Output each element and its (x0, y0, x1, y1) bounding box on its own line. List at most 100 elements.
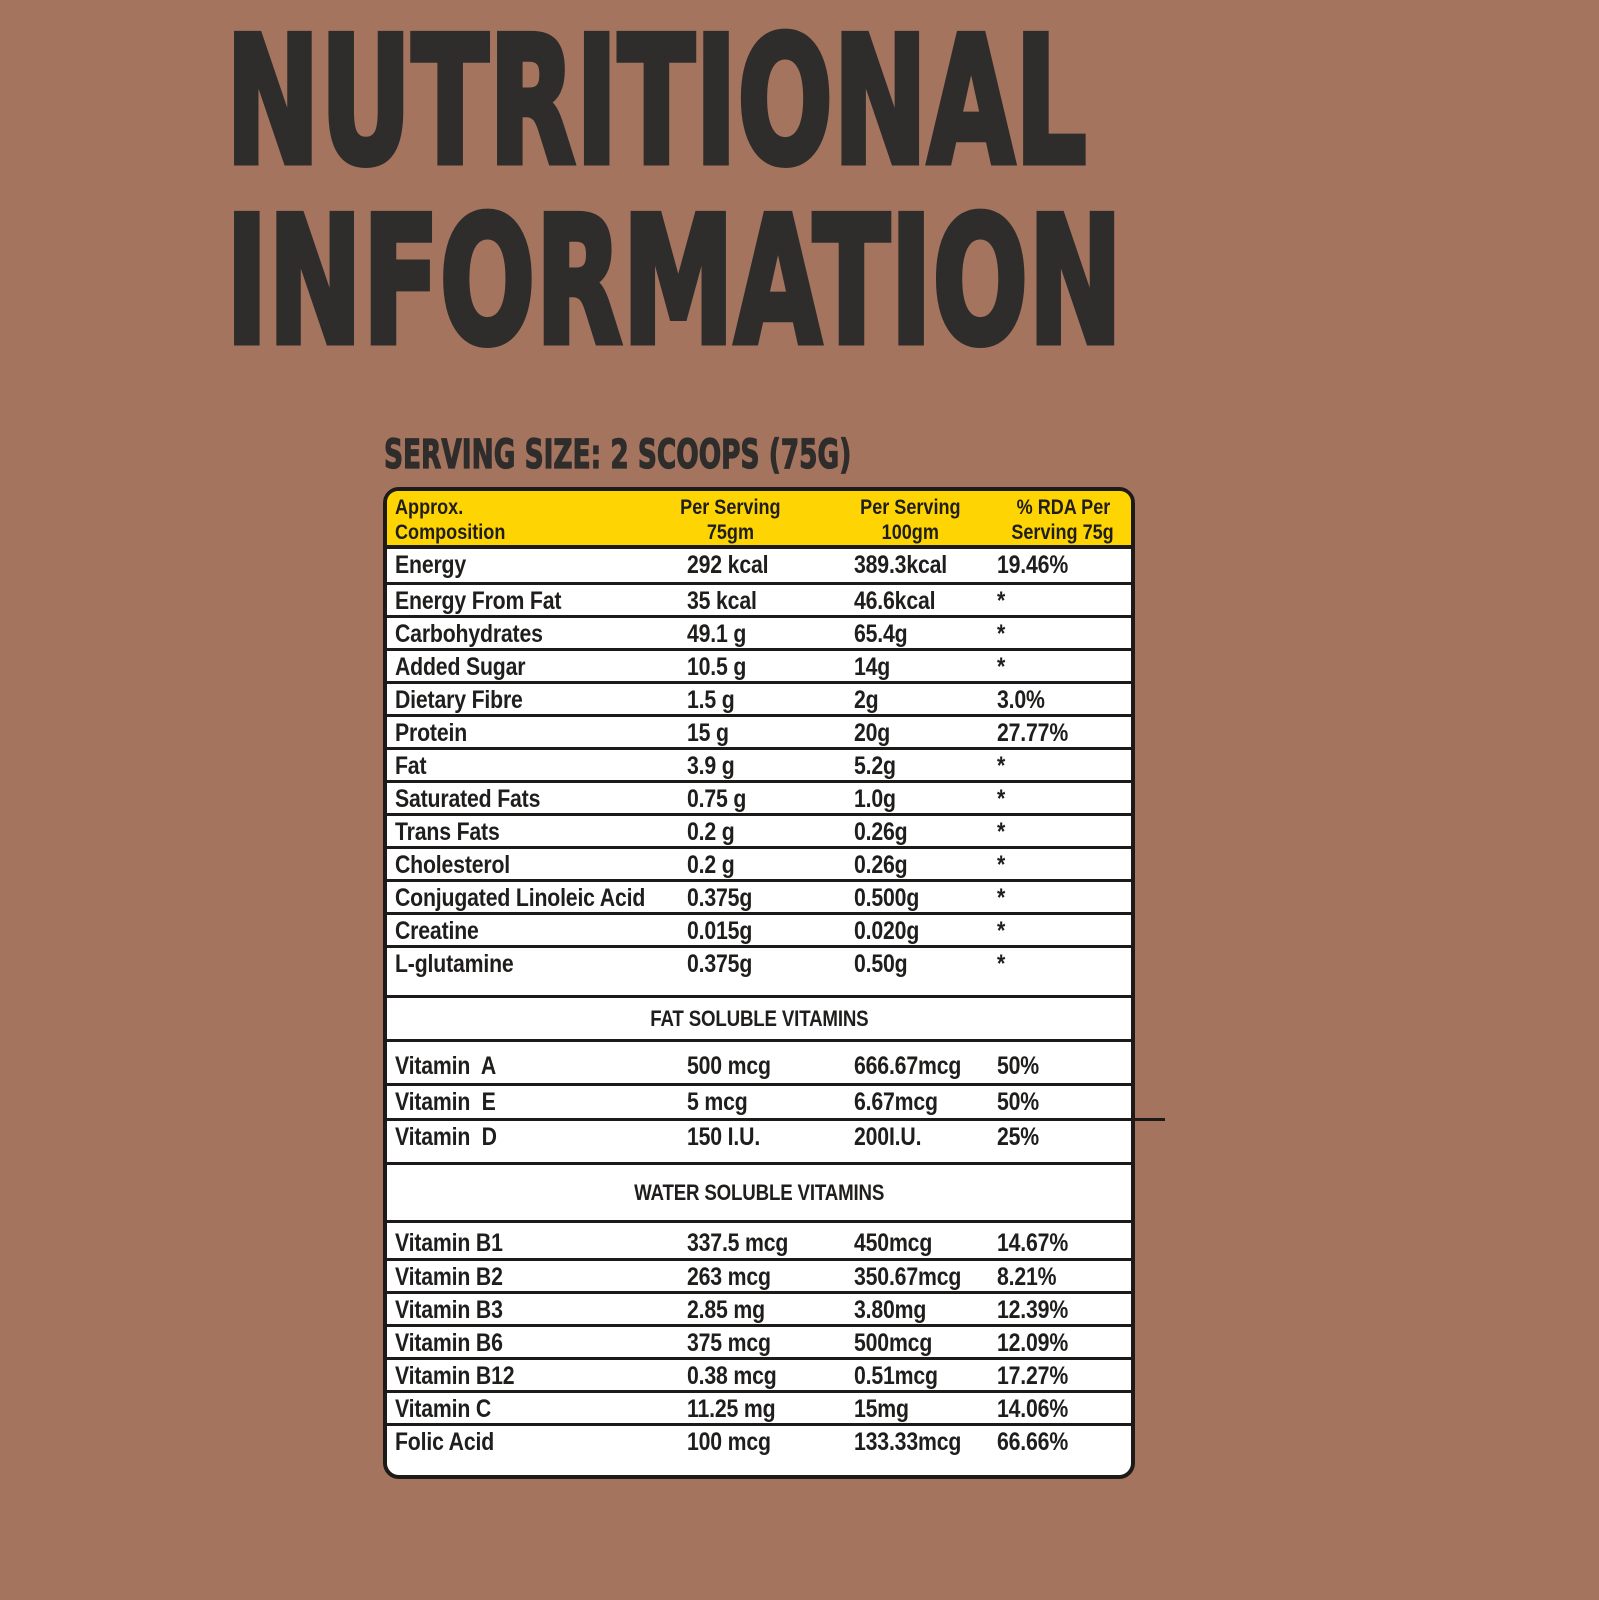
cell-rda: * (997, 587, 1006, 615)
header-cell-per-serving-75: Per Serving 75gm (679, 496, 781, 544)
table-row: Conjugated Linoleic Acid 0.375g 0.500g * (387, 879, 1131, 912)
header-cell-rda: % RDA Per Serving 75g (1011, 496, 1115, 544)
cell-v100: 133.33mcg (854, 1428, 962, 1456)
cell-v75: 10.5 g (687, 653, 747, 681)
table-row: Vitamin E 5 mcg 6.67mcg 50% (387, 1083, 1131, 1118)
page-title: NUTRITIONAL INFORMATION (224, 1, 1599, 384)
cell-v75: 11.25 mg (687, 1395, 776, 1423)
cell-rda: 8.21% (997, 1263, 1057, 1291)
cell-v100: 1.0g (854, 785, 896, 813)
cell-v75: 5 mcg (687, 1088, 748, 1116)
cell-v100: 3.80mg (854, 1296, 927, 1324)
title-line-2: INFORMATION (224, 181, 1125, 384)
table-section: Energy 292 kcal 389.3kcal 19.46% Energy From… (387, 549, 1131, 995)
cell-label: Vitamin B3 (395, 1296, 503, 1324)
cell-rda: 14.67% (997, 1229, 1069, 1257)
cell-label: Vitamin E (395, 1088, 496, 1116)
cell-rda: 19.46% (997, 551, 1069, 579)
cell-v100: 0.51mcg (854, 1362, 938, 1390)
table-row: Fat 3.9 g 5.2g * (387, 747, 1131, 780)
table-section: Vitamin A 500 mcg 666.67mcg 50% Vitamin E 5 m… (387, 1039, 1165, 1162)
cell-v75: 0.2 g (687, 851, 735, 879)
table-row: Saturated Fats 0.75 g 1.0g * (387, 780, 1131, 813)
cell-v75: 0.38 mcg (687, 1362, 777, 1390)
cell-v75: 35 kcal (687, 587, 757, 615)
table-row: Protein 15 g 20g 27.77% (387, 714, 1131, 747)
title-line-1: NUTRITIONAL (224, 1, 1089, 204)
cell-rda: 17.27% (997, 1362, 1069, 1390)
cell-rda: * (997, 785, 1006, 813)
cell-label: Saturated Fats (395, 785, 541, 813)
cell-rda: 50% (997, 1088, 1040, 1116)
cell-v75: 0.015g (687, 917, 753, 945)
cell-label: Added Sugar (395, 653, 526, 681)
cell-rda: 12.39% (997, 1296, 1069, 1324)
cell-v100: 500mcg (854, 1329, 933, 1357)
cell-rda: * (997, 752, 1006, 780)
table-body: Energy 292 kcal 389.3kcal 19.46% Energy From… (387, 549, 1165, 1475)
cell-v75: 100 mcg (687, 1428, 771, 1456)
cell-rda: 3.0% (997, 686, 1045, 714)
cell-v100: 0.26g (854, 851, 908, 879)
cell-v100: 0.26g (854, 818, 908, 846)
cell-v100: 65.4g (854, 620, 908, 648)
table-row: Energy 292 kcal 389.3kcal 19.46% (387, 549, 1131, 582)
table-row: Vitamin A 500 mcg 666.67mcg 50% (387, 1039, 1131, 1083)
cell-v100: 6.67mcg (854, 1088, 938, 1116)
cell-rda: * (997, 950, 1006, 978)
cell-rda: * (997, 851, 1006, 879)
cell-v100: 5.2g (854, 752, 896, 780)
cell-label: Vitamin C (395, 1395, 492, 1423)
cell-rda: * (997, 818, 1006, 846)
cell-v75: 2.85 mg (687, 1296, 765, 1324)
cell-v100: 46.6kcal (854, 587, 936, 615)
table-row: Added Sugar 10.5 g 14g * (387, 648, 1131, 681)
cell-rda: 12.09% (997, 1329, 1069, 1357)
table-row: Trans Fats 0.2 g 0.26g * (387, 813, 1131, 846)
cell-v100: 200I.U. (854, 1123, 922, 1151)
cell-v75: 292 kcal (687, 551, 769, 579)
table-header: Approx. Composition Per Serving 75gm Per… (387, 491, 1131, 549)
cell-v100: 350.67mcg (854, 1263, 962, 1291)
table-row: Vitamin B2 263 mcg 350.67mcg 8.21% (387, 1258, 1131, 1291)
cell-label: Folic Acid (395, 1428, 495, 1456)
nutrition-table: Approx. Composition Per Serving 75gm Per… (383, 487, 1165, 1479)
table-row: Carbohydrates 49.1 g 65.4g * (387, 615, 1131, 648)
cell-label: Trans Fats (395, 818, 500, 846)
cell-v100: 14g (854, 653, 891, 681)
cell-rda: * (997, 620, 1006, 648)
cell-rda: 66.66% (997, 1428, 1069, 1456)
cell-label: Vitamin B6 (395, 1329, 503, 1357)
cell-label: Protein (395, 719, 468, 747)
cell-v75: 3.9 g (687, 752, 735, 780)
cell-v75: 375 mcg (687, 1329, 771, 1357)
table-section: Vitamin B1 337.5 mcg 450mcg 14.67% Vitamin B… (387, 1220, 1131, 1475)
cell-v75: 1.5 g (687, 686, 735, 714)
serving-size-heading: SERVING SIZE: 2 SCOOPS (75G) (384, 432, 852, 478)
cell-v100: 0.020g (854, 917, 920, 945)
table-row: Vitamin B6 375 mcg 500mcg 12.09% (387, 1324, 1131, 1357)
cell-label: Energy (395, 551, 467, 579)
cell-rda: 14.06% (997, 1395, 1069, 1423)
header-cell-composition: Approx. Composition (395, 496, 506, 544)
cell-label: Cholesterol (395, 851, 511, 879)
cell-v100: 450mcg (854, 1229, 933, 1257)
table-row: Creatine 0.015g 0.020g * (387, 912, 1131, 945)
table-row: Dietary Fibre 1.5 g 2g 3.0% (387, 681, 1131, 714)
cell-rda: 25% (997, 1123, 1040, 1151)
cell-label: Fat (395, 752, 427, 780)
cell-label: Dietary Fibre (395, 686, 523, 714)
cell-rda: * (997, 884, 1006, 912)
cell-rda: * (997, 653, 1006, 681)
cell-label: Vitamin D (395, 1123, 497, 1151)
table-row: Vitamin B1 337.5 mcg 450mcg 14.67% (387, 1220, 1131, 1258)
section-title: WATER SOLUBLE VITAMINS (633, 1179, 885, 1205)
cell-v75: 15 g (687, 719, 729, 747)
cell-v100: 2g (854, 686, 879, 714)
cell-label: Vitamin B2 (395, 1263, 503, 1291)
cell-v75: 263 mcg (687, 1263, 771, 1291)
cell-v75: 0.375g (687, 884, 753, 912)
cell-v75: 49.1 g (687, 620, 747, 648)
cell-label: Carbohydrates (395, 620, 543, 648)
